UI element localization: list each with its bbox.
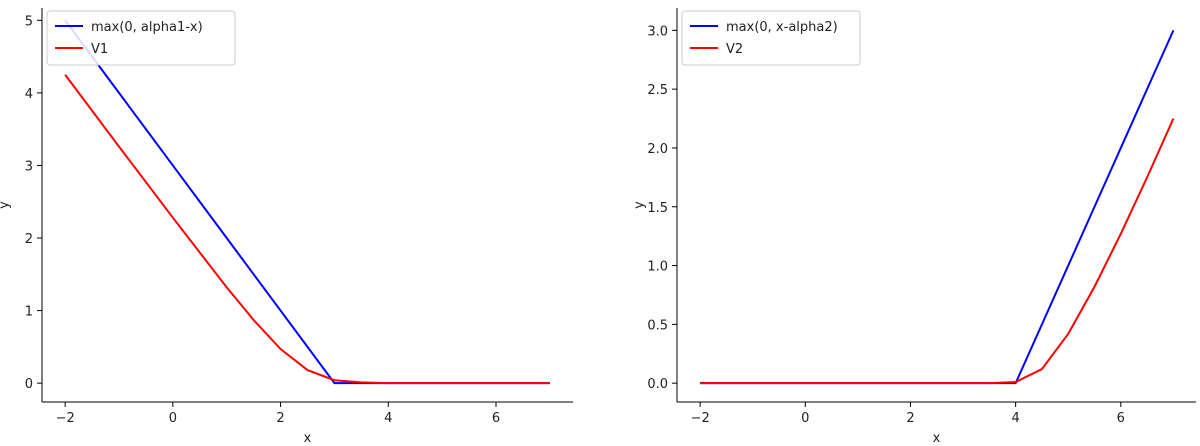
y-tick-label: 2.0 [647,142,668,157]
y-axis-label: y [0,201,12,209]
line-series [700,29,1175,385]
y-tick-label: 5 [25,14,33,29]
x-axis-label: x [933,431,941,446]
legend-label: max(0, alpha1-x) [91,20,203,35]
y-tick-label: 0 [25,377,33,392]
x-tick-label: 6 [492,411,500,426]
x-tick-label: 6 [1117,411,1125,426]
y-tick-label: 2.5 [647,83,668,98]
legend-box [46,10,236,66]
x-axis-label: x [304,431,312,446]
y-tick-label: 1 [25,305,33,320]
x-tick-label: 4 [384,411,392,426]
line-series [64,74,550,385]
x-tick-label: 4 [1011,411,1019,426]
y-tick-label: 3 [25,159,33,174]
x-tick-label: 2 [906,411,914,426]
y-tick-label: 1.0 [647,260,668,275]
y-tick-label: 1.5 [647,201,668,216]
line-series [700,118,1175,385]
legend-label: V2 [726,42,743,57]
legend-label: max(0, x-alpha2) [726,20,838,35]
y-tick-label: 2 [25,232,33,247]
y-axis-label: y [632,201,647,209]
x-tick-label: 2 [276,411,284,426]
x-tick-label: −2 [691,411,710,426]
y-tick-label: 3.0 [647,24,668,39]
x-tick-label: 0 [801,411,809,426]
y-tick-label: 0.5 [647,318,668,333]
legend-box [681,10,861,66]
line-series [64,19,550,385]
legend-label: V1 [91,42,108,57]
x-tick-label: 0 [169,411,177,426]
x-tick-label: −2 [56,411,75,426]
y-tick-label: 0.0 [647,377,668,392]
y-tick-label: 4 [25,87,33,102]
